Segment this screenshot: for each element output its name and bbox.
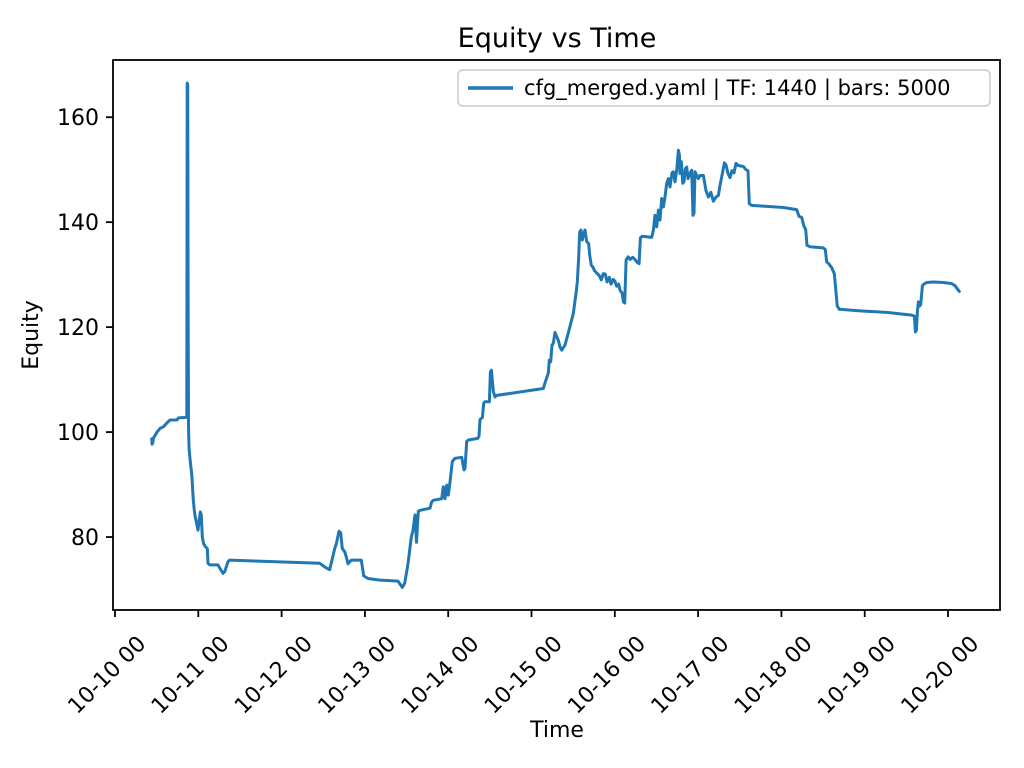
x-tick-label: 10-13 00 bbox=[314, 632, 402, 720]
equity-series-line bbox=[150, 81, 961, 589]
x-tick-label: 10-12 00 bbox=[230, 632, 318, 720]
y-tick-label: 140 bbox=[57, 211, 99, 236]
x-tick-label: 10-18 00 bbox=[730, 632, 818, 720]
chart-title: Equity vs Time bbox=[458, 23, 657, 54]
x-tick-label: 10-15 00 bbox=[480, 632, 568, 720]
y-axis-ticks: 80 100 120 140 160 bbox=[57, 106, 113, 551]
y-tick-label: 120 bbox=[57, 316, 99, 341]
x-tick-label: 10-20 00 bbox=[897, 632, 985, 720]
x-tick-label: 10-14 00 bbox=[397, 632, 485, 720]
x-axis-label: Time bbox=[529, 718, 584, 743]
x-tick-label: 10-19 00 bbox=[813, 632, 901, 720]
y-tick-label: 80 bbox=[71, 526, 99, 551]
legend: cfg_merged.yaml | TF: 1440 | bars: 5000 bbox=[457, 69, 991, 107]
y-tick-label: 160 bbox=[57, 106, 99, 131]
x-tick-label: 10-17 00 bbox=[647, 632, 735, 720]
legend-frame bbox=[457, 69, 991, 107]
y-tick-label: 100 bbox=[57, 421, 99, 446]
plot-frame bbox=[112, 59, 1001, 611]
series-group bbox=[150, 81, 961, 589]
x-tick-label: 10-10 00 bbox=[64, 632, 152, 720]
y-axis-label: Equity bbox=[19, 300, 44, 370]
x-tick-label: 10-16 00 bbox=[563, 632, 651, 720]
x-tick-label: 10-11 00 bbox=[147, 632, 235, 720]
legend-label: cfg_merged.yaml | TF: 1440 | bars: 5000 bbox=[524, 76, 951, 101]
